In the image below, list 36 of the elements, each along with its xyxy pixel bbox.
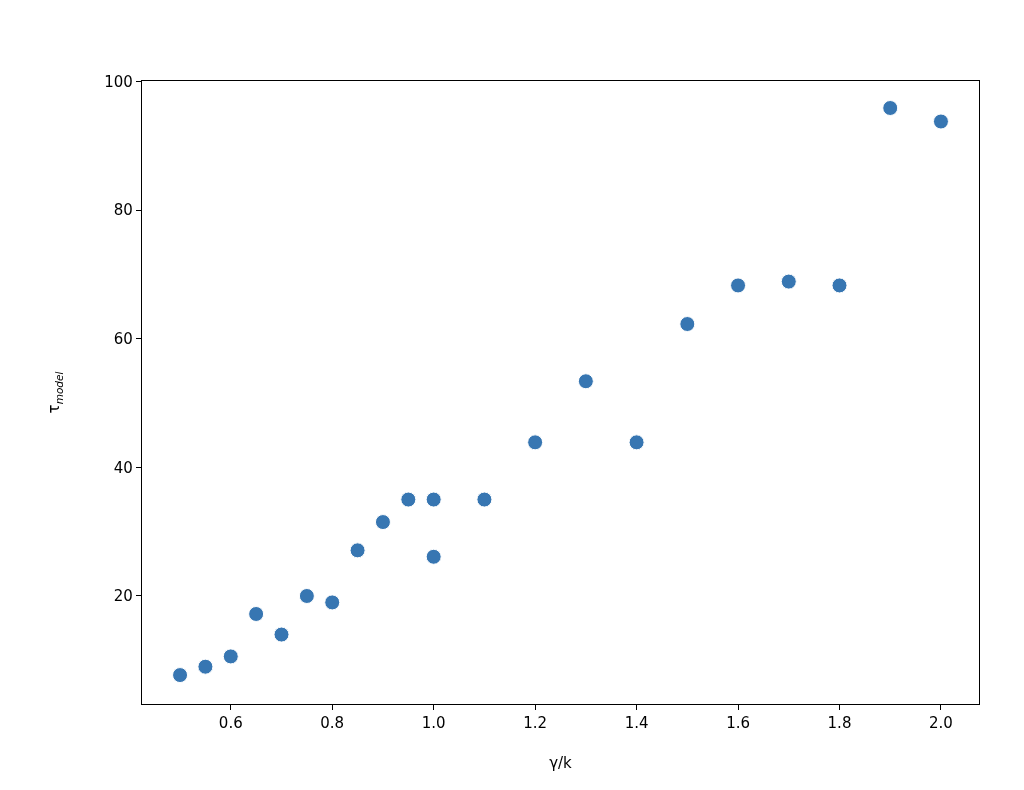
x-tick-label: 2.0 [929,714,953,733]
point [780,273,797,290]
x-tick-label: 1.6 [726,714,750,733]
point [425,548,442,565]
point [400,491,417,508]
point [324,594,341,611]
point [374,514,391,531]
point [222,648,239,665]
point [932,113,949,130]
point [628,434,645,451]
point [577,373,594,390]
x-tick-label: 0.8 [320,714,345,733]
x-tick-label: 1.4 [624,714,649,733]
x-tick-label: 1.0 [421,714,446,733]
point [527,434,544,451]
y-tick-label: 60 [113,330,133,349]
point [248,605,265,622]
y-tick-label: 20 [113,587,133,606]
point [679,316,696,333]
y-tick-label: 80 [113,201,133,220]
x-tick-label: 0.6 [218,714,243,733]
point [730,277,747,294]
point [476,491,493,508]
x-tick-label: 1.2 [523,714,548,733]
y-tick-label: 100 [104,72,133,91]
point [425,491,442,508]
point [298,587,315,604]
point [882,100,899,116]
y-tick-label: 40 [113,458,133,477]
point [197,658,214,675]
point [172,667,189,684]
x-tick-label: 1.8 [827,714,852,733]
point [349,542,366,559]
point [831,277,848,294]
x-axis-title: γ/k [549,754,573,773]
point [273,626,290,643]
